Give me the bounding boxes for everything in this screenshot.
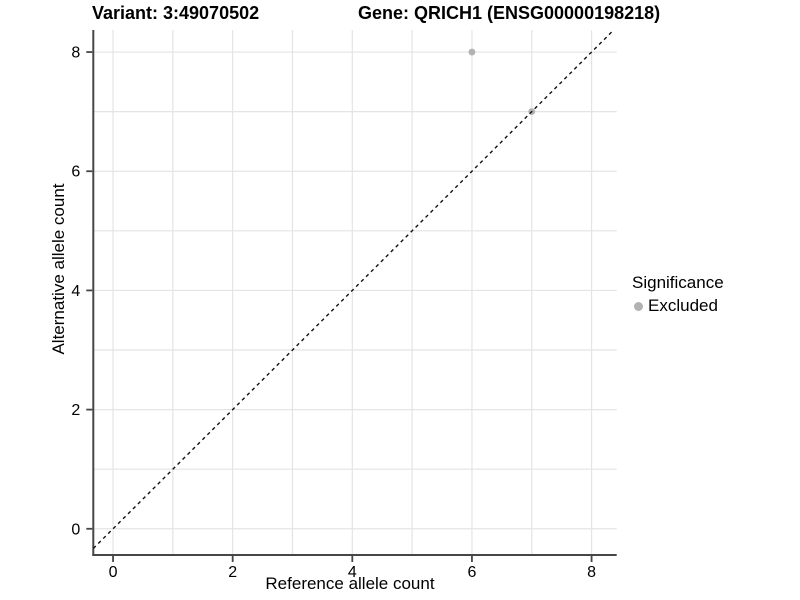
legend-title: Significance (632, 273, 724, 292)
legend-point-icon (634, 301, 643, 311)
plot-title-gene: Gene: QRICH1 (ENSG00000198218) (358, 3, 661, 23)
y-tick-label: 8 (71, 45, 80, 62)
legend-entry-label: Excluded (648, 296, 718, 315)
x-tick-label: 0 (109, 564, 118, 581)
identity-reference-line (92, 29, 615, 549)
x-tick-label: 8 (587, 564, 596, 581)
legend: Significance Excluded (632, 272, 724, 316)
legend-entry-excluded: Excluded (632, 296, 724, 316)
x-tick-label: 4 (348, 564, 357, 581)
y-tick-label: 4 (71, 283, 80, 300)
y-tick-label: 6 (71, 164, 80, 181)
x-tick-label: 6 (467, 564, 476, 581)
plot-title-variant: Variant: 3:49070502 (92, 3, 260, 23)
x-tick-label: 2 (228, 564, 237, 581)
data-point (468, 48, 476, 56)
x-axis-title: Reference allele count (265, 574, 435, 593)
y-tick-label: 2 (71, 402, 80, 419)
y-tick-label: 0 (71, 521, 80, 538)
y-axis-title: Alternative allele count (49, 183, 68, 355)
